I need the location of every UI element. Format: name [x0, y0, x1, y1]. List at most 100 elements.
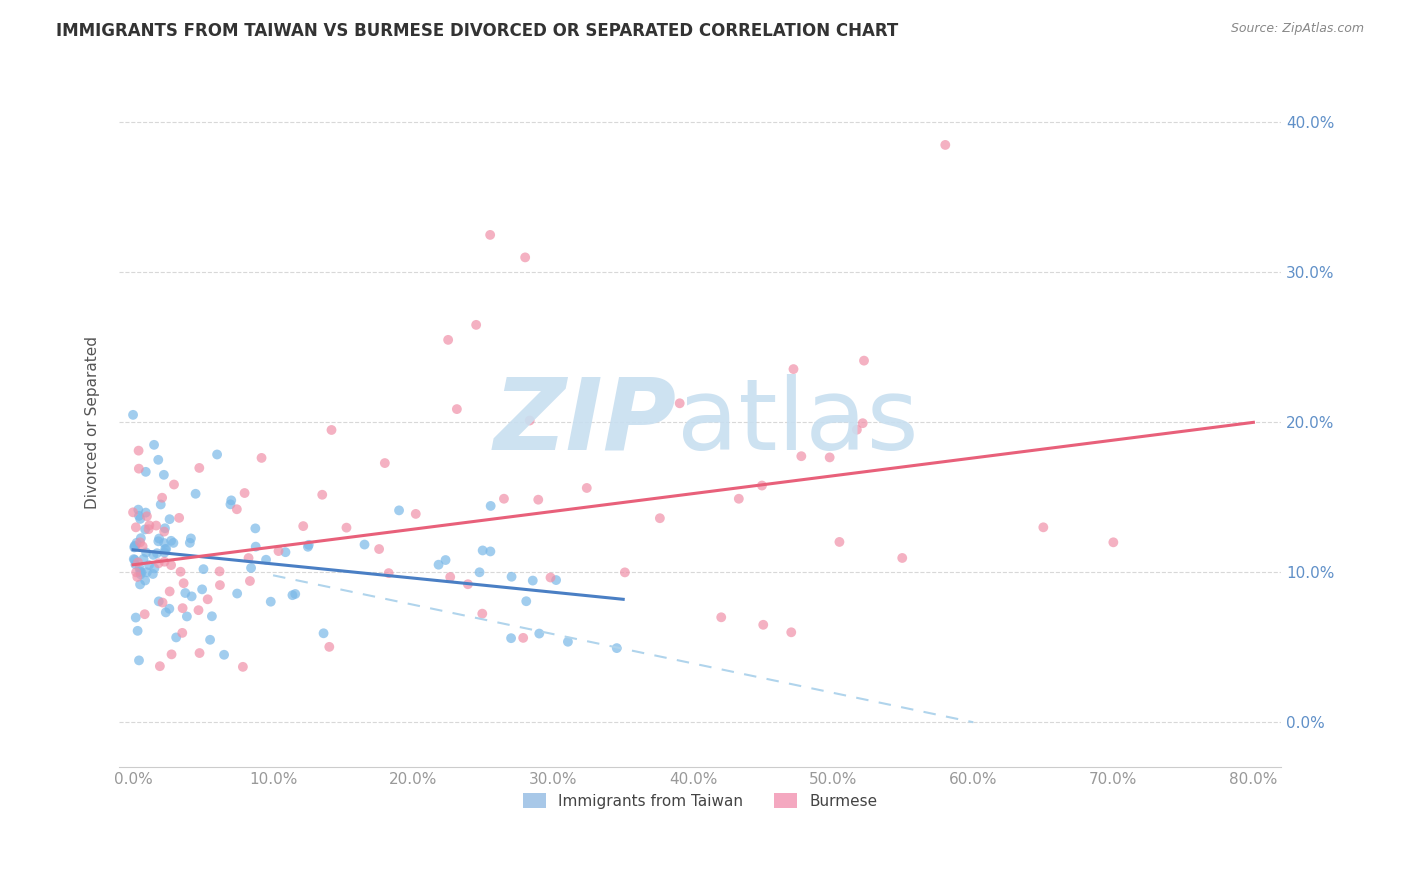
Point — [155, 606, 177, 620]
Point — [127, 555, 149, 569]
Point — [274, 545, 297, 559]
Point — [138, 518, 160, 533]
Point — [135, 566, 157, 580]
Point — [129, 567, 152, 582]
Point — [129, 531, 152, 545]
Point — [710, 610, 733, 624]
Point — [124, 553, 146, 567]
Point — [501, 570, 523, 584]
Point — [434, 553, 457, 567]
Point — [132, 552, 155, 566]
Point — [148, 534, 170, 549]
Point — [191, 582, 214, 597]
Point — [138, 522, 160, 536]
Point — [159, 584, 181, 599]
Point — [239, 574, 262, 588]
Point — [165, 631, 187, 645]
Point — [374, 456, 396, 470]
Point — [250, 450, 273, 465]
Point — [457, 577, 479, 591]
Point — [155, 542, 177, 557]
Point — [522, 574, 544, 588]
Point — [845, 423, 868, 437]
Point — [145, 518, 167, 533]
Point — [135, 465, 157, 479]
Point — [471, 543, 494, 558]
Point — [180, 590, 202, 604]
Point — [174, 586, 197, 600]
Point — [245, 540, 267, 554]
Point — [180, 532, 202, 546]
Point — [122, 505, 145, 519]
Y-axis label: Divorced or Separated: Divorced or Separated — [86, 336, 100, 508]
Point — [172, 601, 194, 615]
Point — [790, 449, 813, 463]
Point — [281, 588, 304, 602]
Point — [245, 521, 267, 535]
Point — [853, 353, 876, 368]
Text: atlas: atlas — [676, 374, 918, 471]
Point — [818, 450, 841, 465]
Point — [135, 509, 157, 524]
Point — [128, 461, 150, 475]
Point — [335, 521, 357, 535]
Point — [134, 523, 156, 537]
Point — [479, 227, 502, 242]
Point — [208, 578, 231, 592]
Point — [153, 555, 176, 569]
Point — [648, 511, 671, 525]
Point — [208, 565, 231, 579]
Point — [240, 561, 263, 575]
Point — [219, 497, 242, 511]
Point — [540, 570, 562, 584]
Point — [124, 539, 146, 553]
Point — [142, 566, 165, 581]
Point — [233, 486, 256, 500]
Point — [134, 607, 156, 622]
Point — [122, 408, 145, 422]
Point — [527, 492, 550, 507]
Point — [388, 503, 411, 517]
Point — [934, 137, 956, 152]
Point — [149, 498, 172, 512]
Point — [512, 631, 534, 645]
Point — [153, 546, 176, 560]
Point — [143, 438, 166, 452]
Point — [129, 577, 152, 591]
Point — [479, 544, 502, 558]
Point — [187, 603, 209, 617]
Point — [188, 461, 211, 475]
Point — [292, 519, 315, 533]
Point — [153, 521, 176, 535]
Point — [124, 540, 146, 554]
Point — [127, 570, 149, 584]
Point — [148, 594, 170, 608]
Point — [152, 596, 174, 610]
Point — [727, 491, 749, 506]
Point — [205, 448, 228, 462]
Point — [752, 617, 775, 632]
Point — [439, 570, 461, 584]
Point — [546, 573, 568, 587]
Point — [162, 536, 184, 550]
Point — [437, 333, 460, 347]
Point — [353, 537, 375, 551]
Point — [515, 594, 537, 608]
Point — [782, 362, 804, 376]
Point — [125, 610, 148, 624]
Point — [167, 511, 190, 525]
Point — [284, 587, 307, 601]
Point — [515, 251, 537, 265]
Point — [128, 561, 150, 575]
Point — [201, 609, 224, 624]
Point — [368, 542, 391, 557]
Point — [501, 631, 523, 645]
Point — [169, 565, 191, 579]
Point — [129, 535, 152, 549]
Point — [468, 566, 491, 580]
Point — [492, 491, 515, 506]
Point — [427, 558, 450, 572]
Point — [212, 648, 235, 662]
Point — [1102, 535, 1125, 549]
Point — [155, 541, 177, 556]
